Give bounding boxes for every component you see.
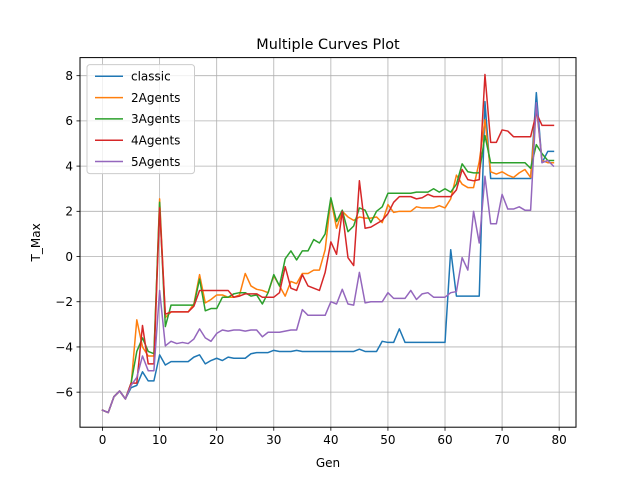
legend-label-2: 3Agents	[131, 112, 180, 126]
series-line-0	[101, 91, 555, 414]
plot-area-frame	[79, 57, 577, 428]
x-tick-label: 40	[323, 433, 338, 447]
y-axis-label: T_Max	[29, 223, 43, 262]
y-tick-label: −4	[55, 340, 73, 354]
x-tick-label: 60	[437, 433, 452, 447]
legend-label-4: 5Agents	[131, 155, 180, 169]
y-tick-label: 6	[65, 114, 73, 128]
x-tick-label: 50	[380, 433, 395, 447]
legend-label-1: 2Agents	[131, 91, 180, 105]
y-tick-label: −6	[55, 385, 73, 399]
axis-ticks: 0 10 20 30 40 50 60 70 80 −6 −4 −2 0 2 4 6 8	[55, 69, 567, 447]
legend-label-3: 4Agents	[131, 134, 180, 148]
series-line-4	[101, 102, 555, 414]
legend: classic 2Agents 3Agents 4Agents 5Agents	[86, 64, 195, 175]
y-tick-label: 2	[65, 205, 73, 219]
x-axis-label: Gen	[316, 456, 340, 470]
series-line-2	[101, 134, 555, 414]
x-tick-label: 30	[266, 433, 281, 447]
series-lines	[101, 73, 555, 414]
y-tick-label: 0	[65, 250, 73, 264]
x-tick-label: 0	[99, 433, 107, 447]
series-line-3	[101, 73, 555, 414]
y-tick-label: 8	[65, 69, 73, 83]
x-tick-label: 70	[494, 433, 509, 447]
legend-box	[86, 64, 195, 175]
y-tick-label: −2	[55, 295, 73, 309]
y-tick-label: 4	[65, 159, 73, 173]
x-tick-label: 80	[552, 433, 567, 447]
x-tick-label: 20	[209, 433, 224, 447]
chart-title: Multiple Curves Plot	[256, 37, 400, 53]
x-tick-label: 10	[152, 433, 167, 447]
legend-label-0: classic	[131, 70, 171, 84]
